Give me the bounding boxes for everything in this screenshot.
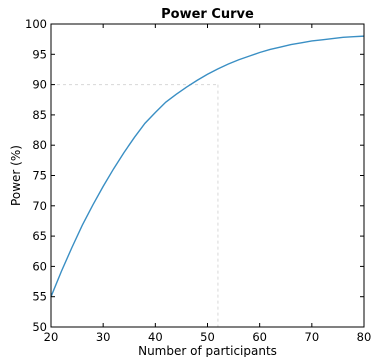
x-tick-label: 40 (148, 330, 163, 344)
y-tick-label: 50 (32, 320, 47, 334)
x-tick-label: 20 (44, 330, 59, 344)
x-tick-label: 50 (200, 330, 215, 344)
y-tick-label: 70 (32, 199, 47, 213)
y-tick-label: 85 (32, 108, 47, 122)
y-tick-label: 90 (32, 78, 47, 92)
y-tick-label: 60 (32, 259, 47, 273)
y-tick-label: 55 (32, 290, 47, 304)
plot-frame (50, 23, 365, 328)
series-line-0 (50, 35, 365, 297)
x-tick-label: 80 (357, 330, 372, 344)
y-tick-label: 95 (32, 47, 47, 61)
x-tick-label: 30 (96, 330, 111, 344)
x-axis-label: Number of participants (138, 344, 277, 357)
y-tick-label: 75 (32, 169, 47, 183)
y-axis-label: Power (%) (9, 145, 23, 206)
y-tick-label: 80 (32, 138, 47, 152)
y-tick-label: 100 (25, 17, 47, 31)
chart-title: Power Curve (161, 7, 254, 22)
y-tick-label: 65 (32, 229, 47, 243)
x-tick-label: 60 (252, 330, 267, 344)
x-tick-label: 70 (305, 330, 320, 344)
